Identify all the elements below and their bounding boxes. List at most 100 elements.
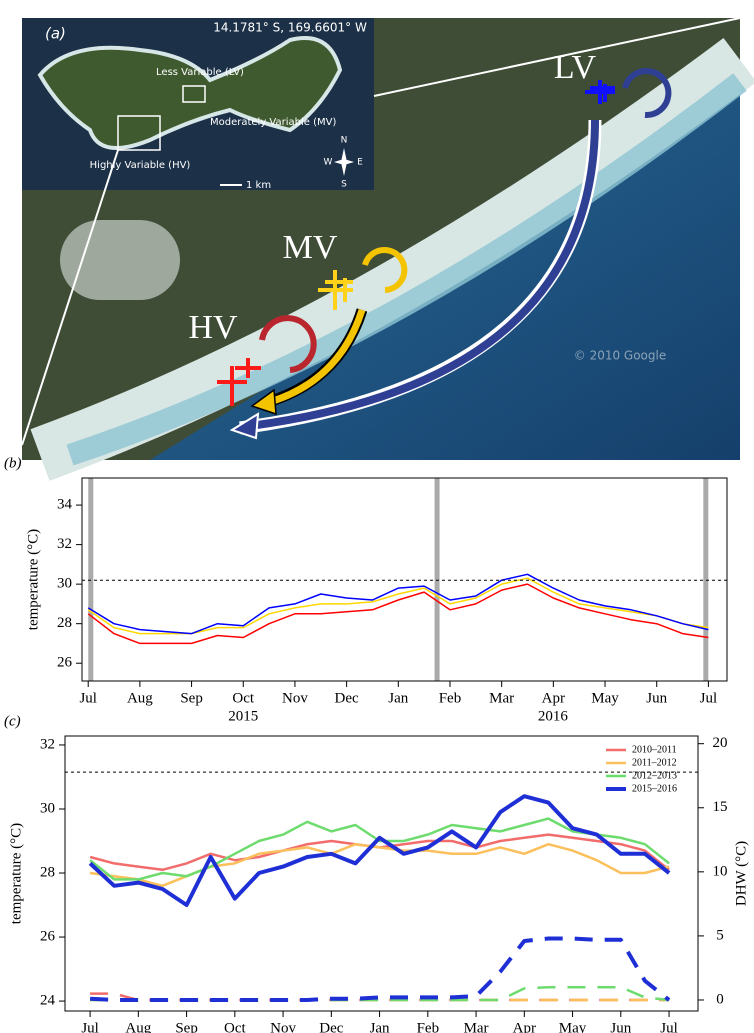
y-tick-label: 30 [40,800,55,816]
x-tick-label: Apr [542,690,565,706]
y2-axis-label: DHW (°C) [733,841,749,906]
x-tick-label: Sep [175,1020,198,1033]
lv-box [182,85,206,103]
x-tick-label: May [559,1020,587,1033]
mv-marker [318,270,353,310]
compass-label: S [341,180,347,190]
plot-frame [64,735,699,1012]
lagoon [66,73,747,466]
x-tick-label: May [591,690,619,706]
x-tick-label: Sep [180,690,203,706]
inset-label: Highly Variable (HV) [90,160,191,171]
panel-label: (c) [4,713,21,729]
x-tick-label: Nov [282,690,308,706]
y2-tick-label: 15 [713,799,728,815]
y2-tick-label: 20 [713,735,728,751]
y2-tick-label: 10 [713,863,728,879]
temperature-line [88,794,671,907]
year-label: 2015 [228,708,258,724]
hv-box [117,115,161,151]
temperature-line [87,583,709,645]
compass-label: N [341,136,348,146]
y2-tick-label: 5 [716,927,724,943]
copyright: © 2010 Google [574,349,666,363]
legend-label: 2010–2011 [632,744,677,755]
event-line [434,478,440,681]
legend-label: 2012–2013 [632,770,677,781]
x-tick-label: Jul [700,690,718,706]
y-tick-label: 24 [40,993,56,1009]
island [37,36,343,150]
dhw-line [89,936,671,1002]
coordinates: 14.1781° S, 169.6601° W [213,21,367,35]
hv-marker [217,358,261,406]
panel-label: (b) [4,455,22,471]
inset-label: Less Variable (LV) [156,67,244,78]
x-tick-label: Jan [370,1020,390,1033]
x-tick-label: Oct [224,1020,246,1033]
zoom-line [373,17,741,97]
site-markers [217,80,615,406]
legend-label: 2015–2016 [632,783,677,794]
x-tick-label: Apr [513,1020,536,1033]
site-label: MV [283,229,338,266]
y-tick-label: 32 [57,536,72,552]
x-tick-label: Dec [319,1020,343,1033]
panel-label: (a) [45,25,66,43]
loop-arrow [259,315,317,373]
y-tick-label: 34 [57,497,73,513]
x-tick-label: Aug [127,690,153,706]
site-label: LV [554,49,597,86]
y-tick-label: 28 [57,615,72,631]
y-tick-label: 26 [57,655,73,671]
x-tick-label: Jul [81,1020,99,1033]
event-line [88,478,94,681]
x-tick-label: Feb [417,1020,440,1033]
cloud [60,220,180,300]
x-tick-label: Mar [489,690,514,706]
compass-label: W [324,158,333,168]
x-tick-label: Jul [660,1020,678,1033]
x-tick-label: Jul [79,690,97,706]
inset-label: Moderately Variable (MV) [210,117,336,128]
compass [334,148,354,176]
zoom-line [21,149,119,446]
map-panel: (a) 14.1781° S, 169.6601° W Less Variabl… [21,17,754,481]
lv-marker [585,80,615,104]
arrow-head [229,412,260,440]
temperature-line [87,573,709,635]
y-tick-label: 32 [40,736,55,752]
x-tick-label: Jun [646,690,667,706]
y-tick-label: 26 [40,928,56,944]
arrow [268,308,366,406]
x-tick-label: Mar [464,1020,489,1033]
reef [30,37,754,481]
y-axis-label: temperature (°C) [8,823,24,924]
legend-label: 2011–2012 [632,757,677,768]
arrow [249,119,599,430]
temperature-line [87,577,709,635]
plot-frame [81,477,728,682]
x-tick-label: Oct [232,690,254,706]
y-tick-label: 28 [40,864,55,880]
y-tick-label: 30 [57,576,72,592]
arrow-head [250,388,277,416]
x-tick-label: Jan [388,690,408,706]
event-line [703,478,709,681]
y-axis-label: temperature (°C) [25,529,41,630]
loop-arrow [362,247,408,293]
loop-arrow [622,68,672,119]
year-label: 2016 [538,708,569,724]
dhw-line [90,985,670,1002]
x-tick-label: Dec [335,690,359,706]
x-tick-label: Nov [270,1020,296,1033]
scale-label: 1 km [246,180,271,191]
compass-label: E [357,158,363,168]
x-tick-label: Jun [610,1020,631,1033]
site-label: HV [188,309,238,346]
temperature-line [89,817,670,881]
y2-tick-label: 0 [716,991,724,1007]
x-tick-label: Aug [125,1020,151,1033]
x-tick-label: Feb [439,690,462,706]
